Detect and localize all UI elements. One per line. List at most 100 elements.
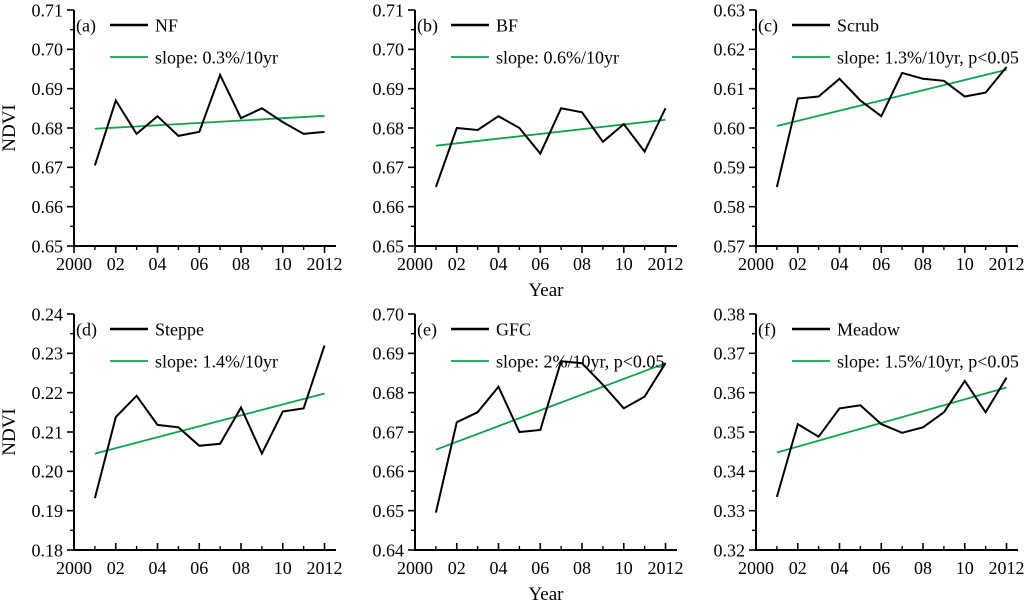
data-line (434, 360, 667, 513)
legend-slope-label: slope: 1.4%/10yr (155, 351, 278, 371)
x-tick-label: 08 (573, 254, 591, 274)
y-tick-label: 0.37 (714, 344, 746, 364)
panel-label: (d) (76, 319, 97, 340)
y-tick-label: 0.20 (32, 462, 64, 482)
panel-b: 0.65 0.66 0.67 0.68 0.69 0.70 0.71 2000 02 04 06 08… (341, 0, 684, 304)
y-tick-label: 0.59 (714, 158, 746, 178)
x-axis-title: Year (528, 584, 564, 605)
y-tick-label: 0.32 (714, 540, 746, 560)
legend-slope-label: slope: 1.5%/10yr, p<0.05 (837, 351, 1019, 371)
y-tick-label: 0.70 (373, 40, 405, 60)
x-tick-label: 04 (149, 558, 167, 578)
axes (73, 314, 336, 551)
y-tick-label: 0.71 (32, 0, 64, 20)
y-tick-label: 0.57 (714, 236, 746, 256)
x-tick-label: 06 (872, 558, 890, 578)
y-tick-label: 0.60 (714, 118, 746, 138)
x-tick-label: 2000 (397, 254, 433, 274)
legend-series-label: Scrub (837, 15, 879, 35)
y-tick-label: 0.24 (32, 304, 64, 324)
x-tick-label: 10 (956, 558, 974, 578)
y-tick-label: 0.22 (32, 383, 64, 403)
y-tick-label: 0.66 (373, 197, 405, 217)
data-line (93, 345, 326, 499)
legend-slope-label: slope: 1.3%/10yr, p<0.05 (837, 47, 1019, 67)
chart-f: 0.32 0.33 0.34 0.35 0.36 0.37 0.38 2000 02 04 06 08… (714, 304, 1024, 578)
y-tick-label: 0.65 (373, 236, 405, 256)
trend-line (776, 386, 1007, 454)
legend-series-label: GFC (496, 319, 531, 339)
data-line (434, 107, 667, 188)
x-tick-label: 2012 (307, 254, 343, 274)
y-tick-label: 0.65 (373, 501, 405, 521)
x-tick-label: 2000 (56, 558, 92, 578)
x-tick-label: 2000 (56, 254, 92, 274)
y-tick-label: 0.67 (32, 158, 64, 178)
panel-d: 0.18 0.19 0.20 0.21 0.22 0.23 0.24 2000 02 04 06 08… (0, 304, 343, 609)
x-tick-label: 04 (831, 254, 849, 274)
x-tick-label: 2012 (648, 254, 684, 274)
y-axis-title: NDVI (0, 408, 20, 456)
y-tick-label: 0.33 (714, 501, 746, 521)
legend-slope-label: slope: 0.3%/10yr (155, 47, 278, 67)
chart-e: 0.64 0.65 0.66 0.67 0.68 0.69 0.70 2000 02 04 06 08… (373, 304, 684, 605)
y-tick-label: 0.68 (373, 118, 405, 138)
panel-label: (a) (76, 15, 96, 36)
panel-label: (f) (758, 319, 776, 340)
y-tick-label: 0.69 (373, 344, 405, 364)
y-tick-label: 0.68 (32, 118, 64, 138)
y-tick-label: 0.34 (714, 462, 746, 482)
y-tick-label: 0.36 (714, 383, 746, 403)
y-tick-label: 0.66 (32, 197, 64, 217)
y-tick-label: 0.64 (373, 540, 405, 560)
x-tick-label: 06 (190, 254, 208, 274)
panel-label: (c) (758, 15, 778, 36)
y-tick-label: 0.58 (714, 197, 746, 217)
y-tick-label: 0.63 (714, 0, 746, 20)
legend-series-label: NF (155, 15, 178, 35)
x-tick-label: 04 (490, 254, 508, 274)
y-tick-label: 0.35 (714, 422, 746, 442)
y-tick-label: 0.62 (714, 40, 746, 60)
x-tick-label: 2012 (989, 254, 1024, 274)
legend-series-label: BF (496, 15, 518, 35)
y-tick-label: 0.67 (373, 422, 405, 442)
x-tick-label: 08 (232, 254, 250, 274)
y-tick-label: 0.23 (32, 344, 64, 364)
x-tick-label: 10 (615, 254, 633, 274)
x-tick-label: 08 (914, 254, 932, 274)
legend-series-label: Meadow (837, 319, 900, 339)
x-tick-label: 10 (274, 558, 292, 578)
trend-line (94, 392, 325, 455)
x-tick-label: 06 (531, 558, 549, 578)
y-tick-label: 0.67 (373, 158, 405, 178)
y-tick-label: 0.69 (373, 79, 405, 99)
x-tick-label: 2000 (738, 254, 774, 274)
y-tick-label: 0.70 (32, 40, 64, 60)
data-line (93, 72, 325, 166)
x-tick-label: 06 (872, 254, 890, 274)
x-tick-label: 08 (232, 558, 250, 578)
x-tick-label: 08 (573, 558, 591, 578)
panel-e: 0.64 0.65 0.66 0.67 0.68 0.69 0.70 2000 02 04 06 08… (341, 304, 684, 609)
x-tick-label: 2012 (648, 558, 684, 578)
x-tick-label: 06 (531, 254, 549, 274)
y-tick-label: 0.71 (373, 0, 405, 20)
x-tick-label: 08 (914, 558, 932, 578)
chart-b: 0.65 0.66 0.67 0.68 0.69 0.70 0.71 2000 02 04 06 08… (373, 0, 684, 301)
panel-f: 0.32 0.33 0.34 0.35 0.36 0.37 0.38 2000 02 04 06 08… (682, 304, 1024, 609)
x-tick-label: 02 (448, 254, 466, 274)
x-tick-label: 04 (490, 558, 508, 578)
x-tick-label: 2000 (738, 558, 774, 578)
panel-label: (b) (417, 15, 438, 36)
x-tick-label: 10 (956, 254, 974, 274)
chart-d: 0.18 0.19 0.20 0.21 0.22 0.23 0.24 2000 02 04 06 08… (0, 304, 343, 578)
data-line (775, 377, 1008, 498)
x-tick-label: 02 (789, 558, 807, 578)
x-tick-label: 2000 (397, 558, 433, 578)
x-tick-label: 02 (107, 558, 125, 578)
x-tick-label: 2012 (307, 558, 343, 578)
y-tick-label: 0.65 (32, 236, 64, 256)
x-tick-label: 2012 (989, 558, 1024, 578)
